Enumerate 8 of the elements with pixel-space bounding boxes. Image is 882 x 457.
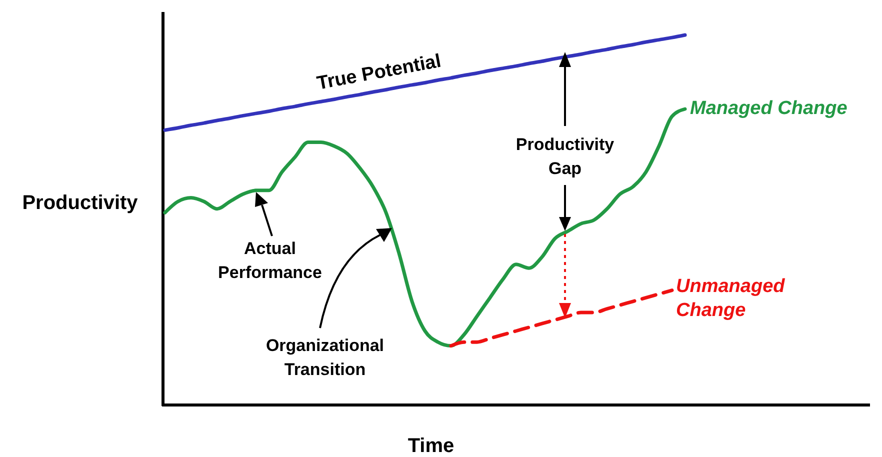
x-axis-title: Time — [408, 435, 454, 457]
annotation: Organizational Transition — [266, 336, 384, 379]
annotation: Actual Performance — [218, 239, 322, 282]
annotation: Productivity Gap — [516, 135, 615, 178]
series-label: Managed Change — [690, 98, 848, 119]
series-label: Unmanaged Change — [676, 276, 786, 321]
text: True Potential — [315, 50, 443, 94]
y-axis-title: Productivity — [22, 192, 139, 214]
